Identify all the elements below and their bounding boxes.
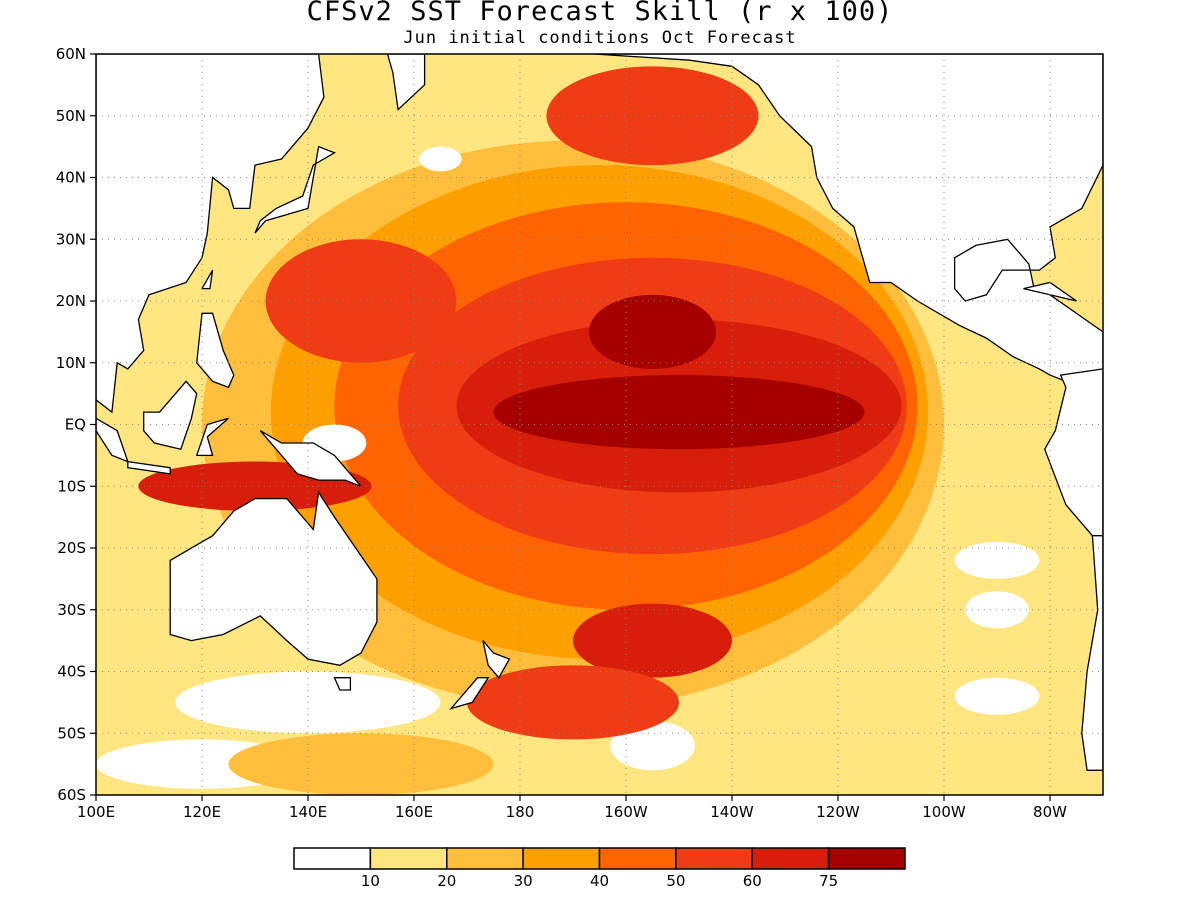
colorbar: 10 20 30 40 50 60 75 xyxy=(293,847,906,890)
y-tick-label: 40N xyxy=(56,169,86,187)
land-kamchatka xyxy=(386,54,426,111)
colorbar-swatch xyxy=(675,847,753,870)
land-borneo xyxy=(143,380,198,450)
colorbar-label: 50 xyxy=(666,872,685,890)
land-north-america xyxy=(594,54,1103,382)
y-tick-label: 50N xyxy=(56,107,86,125)
sst-skill-field xyxy=(96,54,1103,795)
land-java xyxy=(127,460,171,475)
x-tick-label: 100W xyxy=(922,803,966,821)
y-tick-label: 60N xyxy=(56,45,86,63)
y-tick-label: 30N xyxy=(56,230,86,248)
skill-region xyxy=(228,733,494,795)
colorbar-label: 10 xyxy=(361,872,380,890)
x-tick-label: 160E xyxy=(395,803,433,821)
land-chile xyxy=(1081,535,1103,771)
colorbar-label: 75 xyxy=(819,872,838,890)
skill-region xyxy=(419,146,462,172)
land-australia xyxy=(169,490,378,666)
land-taiwan xyxy=(200,269,214,290)
y-tick-label: 50S xyxy=(57,724,86,742)
land-masses xyxy=(96,54,1103,771)
land-new-guinea xyxy=(259,430,362,487)
chart-title: CFSv2 SST Forecast Skill (r x 100) xyxy=(306,0,894,27)
land-new-zealand-north xyxy=(482,640,511,679)
colorbar-label: 30 xyxy=(514,872,533,890)
colorbar-swatch xyxy=(293,847,372,870)
colorbar-swatch xyxy=(369,847,448,870)
colorbar-swatch xyxy=(446,847,524,870)
x-tick-label: 120E xyxy=(183,803,221,821)
colorbar-swatch xyxy=(598,847,677,870)
land-japan xyxy=(254,145,336,234)
y-tick-label: EQ xyxy=(65,416,86,434)
chart-subtitle: Jun initial conditions Oct Forecast xyxy=(403,28,797,48)
land-sulawesi xyxy=(195,417,229,457)
x-tick-label: 180 xyxy=(506,803,535,821)
skill-region xyxy=(546,66,759,166)
skill-region xyxy=(493,375,865,450)
axes: 100E 120E 140E 160E 180 160W 140W 120W 100W 80W 60… xyxy=(56,45,1067,821)
y-tick-label: 60S xyxy=(57,786,86,804)
skill-region xyxy=(588,294,717,369)
land-asia xyxy=(96,54,325,414)
skill-region xyxy=(954,541,1040,579)
x-tick-label: 140E xyxy=(289,803,327,821)
colorbar-swatch xyxy=(827,847,906,870)
y-tick-label: 40S xyxy=(57,663,86,681)
land-south-america xyxy=(1043,368,1103,543)
land-sumatra xyxy=(96,417,129,463)
y-tick-label: 10N xyxy=(56,354,86,372)
x-tick-label: 80W xyxy=(1033,803,1067,821)
skill-region xyxy=(573,603,732,678)
colorbar-label: 20 xyxy=(437,872,456,890)
skill-region xyxy=(954,677,1040,715)
x-tick-label: 100E xyxy=(77,803,115,821)
y-tick-label: 20N xyxy=(56,292,86,310)
colorbar-label: 40 xyxy=(590,872,609,890)
land-new-zealand-south xyxy=(449,677,490,710)
colorbar-swatch xyxy=(522,847,601,870)
land-tasmania xyxy=(333,677,352,691)
x-tick-label: 160W xyxy=(604,803,648,821)
y-tick-label: 30S xyxy=(57,601,86,619)
x-tick-label: 120W xyxy=(816,803,860,821)
y-tick-label: 10S xyxy=(57,477,86,495)
colorbar-swatch xyxy=(751,847,830,870)
x-tick-label: 140W xyxy=(710,803,754,821)
colorbar-label: 60 xyxy=(743,872,762,890)
land-cuba xyxy=(1023,281,1077,302)
land-philippines xyxy=(196,312,235,389)
y-tick-label: 20S xyxy=(57,539,86,557)
